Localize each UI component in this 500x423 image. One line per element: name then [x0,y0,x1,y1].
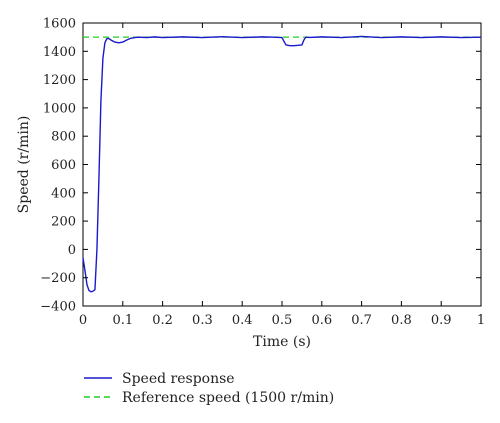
legend: Speed response Reference speed (1500 r/m… [84,371,334,406]
x-tick-label: 0.3 [192,313,213,328]
x-tick-label: 1 [477,313,485,328]
x-tick-label: 0.6 [311,313,332,328]
series-line-speed-response [82,35,482,293]
y-axis-label: Speed (r/min) [16,116,32,214]
y-tick-label: 1400 [43,45,76,60]
y-tick-label: 400 [51,186,76,201]
x-tick-label: 0.2 [152,313,173,328]
x-axis-label: Time (s) [253,334,311,350]
x-tick-label: 0.4 [232,313,253,328]
x-tick-label: 0.5 [272,313,293,328]
x-tick-label: 0.8 [391,313,412,328]
x-tick-label: 0.1 [112,313,133,328]
x-tick-label: 0.9 [431,313,452,328]
x-axis-ticks: 0 0.1 0.2 0.3 0.4 0.5 0.6 0.7 0.8 0.9 1 [79,23,485,328]
plot-area: 0 0.1 0.2 0.3 0.4 0.5 0.6 0.7 0.8 0.9 1 −400 −200 0 2… [40,17,485,329]
y-tick-label: −200 [40,271,76,286]
y-tick-label: 1200 [43,73,76,88]
plot-frame [82,22,482,307]
y-axis-ticks: −400 −200 0 200 400 600 800 1000 1200 1400 1600 [40,17,481,315]
y-tick-label: −400 [40,300,76,315]
y-tick-label: 0 [68,243,76,258]
y-tick-label: 600 [51,158,76,173]
legend-label-speed-response: Speed response [122,371,235,387]
x-tick-label: 0 [79,313,87,328]
legend-label-reference-speed: Reference speed (1500 r/min) [122,390,334,406]
y-tick-label: 1000 [43,101,76,116]
y-tick-label: 800 [51,130,76,145]
series-layer [82,35,482,293]
y-tick-label: 1600 [43,17,76,32]
x-tick-label: 0.7 [351,313,372,328]
y-tick-label: 200 [51,215,76,230]
